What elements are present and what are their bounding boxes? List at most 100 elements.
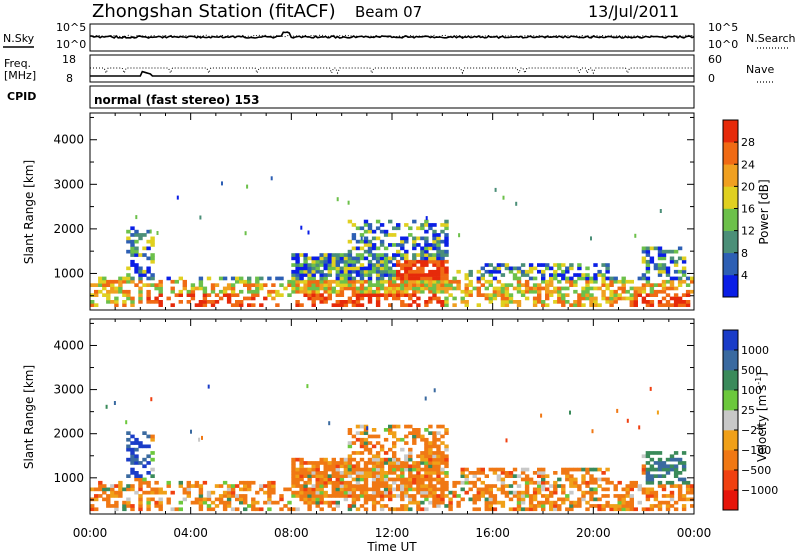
heatmap-cell bbox=[130, 507, 135, 512]
heatmap-cell bbox=[665, 273, 671, 277]
heatmap-cell bbox=[154, 500, 159, 505]
heatmap-cell bbox=[516, 283, 522, 287]
heatmap-cell bbox=[343, 480, 349, 485]
heatmap-cell bbox=[311, 296, 316, 301]
heatmap-cell bbox=[569, 484, 574, 488]
heatmap-cell bbox=[673, 300, 679, 304]
heatmap-cell bbox=[392, 487, 397, 492]
heatmap-cell bbox=[601, 279, 606, 284]
heatmap-cell bbox=[166, 497, 171, 502]
heatmap-cell bbox=[565, 293, 570, 297]
heatmap-cell bbox=[303, 494, 308, 498]
heatmap-cell bbox=[589, 487, 594, 492]
heatmap-cell bbox=[379, 471, 385, 475]
heatmap-cell bbox=[343, 487, 349, 492]
heatmap-cell bbox=[669, 256, 675, 261]
heatmap-cell bbox=[424, 300, 429, 304]
heatmap-cell bbox=[629, 286, 634, 291]
heatmap-cell bbox=[202, 293, 208, 297]
heatmap-cell bbox=[464, 303, 469, 307]
heatmap-cell bbox=[388, 428, 393, 432]
heatmap-cell bbox=[502, 195, 505, 200]
heatmap-cell bbox=[468, 480, 473, 485]
heatmap-cell bbox=[428, 279, 433, 284]
heatmap-cell bbox=[488, 487, 493, 492]
heatmap-cell bbox=[605, 477, 610, 482]
heatmap-cell bbox=[230, 289, 236, 294]
heatmap-cell bbox=[263, 283, 268, 287]
heatmap-cell bbox=[118, 279, 123, 284]
heatmap-cell bbox=[367, 286, 373, 291]
heatmap-cell bbox=[359, 424, 365, 429]
heatmap-cell bbox=[609, 293, 614, 297]
heatmap-cell bbox=[669, 490, 675, 495]
heatmap-cell bbox=[199, 215, 202, 220]
heatmap-cell bbox=[134, 457, 139, 462]
heatmap-cell bbox=[339, 487, 345, 492]
heatmap-cell bbox=[134, 266, 139, 271]
heatmap-cell bbox=[396, 461, 401, 465]
heatmap-cell bbox=[685, 283, 691, 287]
heatmap-cell bbox=[303, 279, 308, 284]
heatmap-cell bbox=[616, 408, 619, 413]
heatmap-cell bbox=[649, 457, 655, 462]
heatmap-cell bbox=[645, 507, 651, 512]
heatmap-cell bbox=[343, 300, 349, 304]
heatmap-cell bbox=[585, 296, 590, 301]
heatmap-cell bbox=[508, 266, 514, 271]
heatmap-cell bbox=[327, 494, 332, 498]
heatmap-cell bbox=[311, 259, 316, 264]
heatmap-cell bbox=[383, 484, 389, 488]
heatmap-cell bbox=[396, 487, 401, 492]
heatmap-cell bbox=[392, 233, 397, 237]
heatmap-cell bbox=[371, 500, 377, 505]
heatmap-cell bbox=[468, 497, 473, 502]
heatmap-cell bbox=[504, 303, 510, 307]
heatmap-cell bbox=[110, 494, 115, 498]
heatmap-cell bbox=[512, 494, 518, 498]
heatmap-cell bbox=[440, 249, 445, 254]
heatmap-cell bbox=[528, 480, 534, 485]
heatmap-cell bbox=[424, 484, 429, 488]
heatmap-cell bbox=[412, 279, 417, 284]
heatmap-cell bbox=[396, 263, 401, 267]
heatmap-cell bbox=[331, 484, 336, 488]
heatmap-cell bbox=[319, 490, 324, 495]
heatmap-cell bbox=[106, 296, 111, 301]
heatmap-cell bbox=[158, 507, 163, 512]
heatmap-cell bbox=[528, 497, 534, 502]
heatmap-cell bbox=[591, 429, 594, 434]
heatmap-cell bbox=[388, 279, 393, 284]
heatmap-cell bbox=[424, 447, 429, 452]
heatmap-cell bbox=[500, 467, 506, 472]
heatmap-cell bbox=[416, 266, 421, 271]
heatmap-cell bbox=[653, 451, 659, 455]
heatmap-cell bbox=[130, 279, 135, 284]
heatmap-cell bbox=[307, 461, 312, 465]
heatmap-cell bbox=[557, 273, 562, 277]
heatmap-cell bbox=[126, 276, 131, 281]
heatmap-cell bbox=[226, 494, 232, 498]
heatmap-cell bbox=[605, 263, 610, 267]
heatmap-cell bbox=[303, 256, 308, 261]
heatmap-cell bbox=[528, 286, 534, 291]
heatmap-cell bbox=[444, 226, 449, 231]
heatmap-cell bbox=[444, 480, 449, 485]
heatmap-cell bbox=[524, 490, 530, 495]
heatmap-cell bbox=[444, 471, 449, 475]
heatmap-cell bbox=[597, 484, 602, 488]
heatmap-cell bbox=[198, 507, 204, 512]
heatmap-cell bbox=[516, 494, 522, 498]
heatmap-cell bbox=[222, 507, 228, 512]
heatmap-cell bbox=[488, 263, 493, 267]
heatmap-cell bbox=[235, 494, 240, 498]
heatmap-cell bbox=[343, 494, 349, 498]
heatmap-cell bbox=[379, 276, 385, 281]
heatmap-cell bbox=[512, 474, 518, 478]
heatmap-cell bbox=[230, 490, 236, 495]
heatmap-cell bbox=[561, 500, 566, 505]
heatmap-cell bbox=[371, 487, 377, 492]
heatmap-cell bbox=[484, 296, 489, 301]
heatmap-cell bbox=[355, 484, 361, 488]
heatmap-cell bbox=[343, 276, 349, 281]
